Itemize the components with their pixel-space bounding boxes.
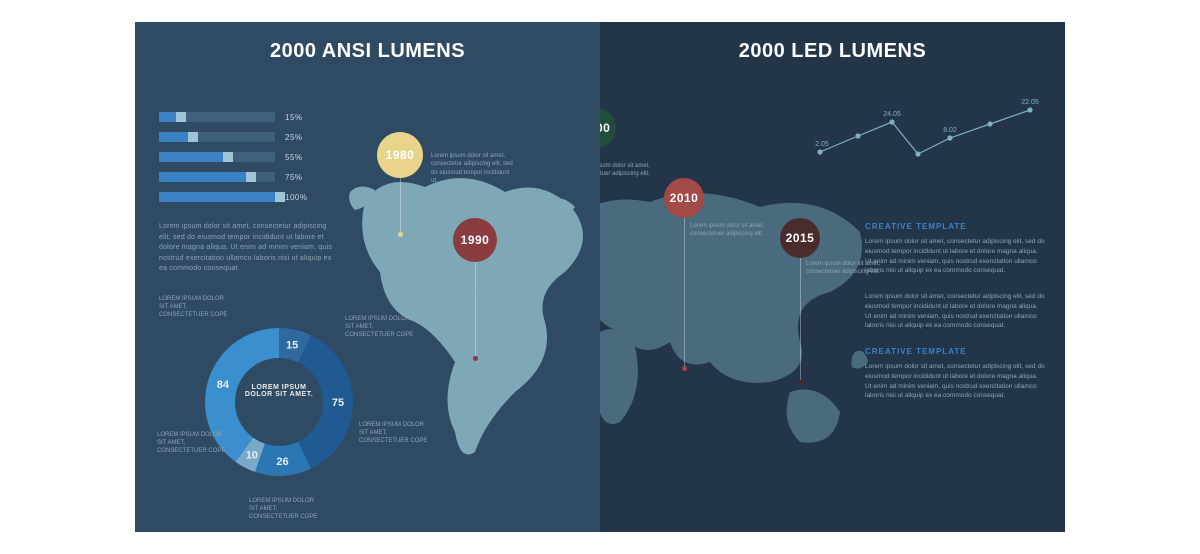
line-point bbox=[915, 151, 920, 156]
block-text: Lorem ipsum dolor sit amet, consectetur … bbox=[865, 237, 1045, 276]
bar-label: 100% bbox=[285, 193, 307, 202]
line-point bbox=[947, 135, 952, 140]
donut-segment bbox=[298, 335, 353, 468]
svg-text:84: 84 bbox=[217, 379, 230, 391]
map-right bbox=[600, 162, 880, 462]
donut-outer-label: LOREM IPSUM DOLOR SIT AMET, CONSECTETUER… bbox=[249, 498, 321, 521]
donut-outer-label: LOREM IPSUM DOLOR SIT AMET, CONSECTETUER… bbox=[159, 296, 231, 319]
block-title: CREATIVE TEMPLATE bbox=[865, 222, 1045, 231]
bar-row: 15% bbox=[159, 110, 319, 124]
line-path bbox=[820, 110, 1030, 154]
bar-row: 25% bbox=[159, 130, 319, 144]
right-text-blocks: CREATIVE TEMPLATE Lorem ipsum dolor sit a… bbox=[865, 222, 1045, 417]
bar-chart: 15% 25% 55% 75% 100% bbox=[159, 110, 319, 210]
pin-year: 2000 bbox=[600, 108, 616, 148]
donut-outer-label: LOREM IPSUM DOLOR SIT AMET, CONSECTETUER… bbox=[359, 422, 431, 445]
bar-row: 100% bbox=[159, 190, 319, 204]
pin-caption: Lorem ipsum dolor sit amet, consectetuer… bbox=[690, 222, 776, 239]
bar-row: 55% bbox=[159, 150, 319, 164]
pin-caption: Lorem ipsum dolor sit amet, consectetuer… bbox=[467, 282, 553, 299]
pin-caption: Lorem ipsum dolor sit amet, consectetuer… bbox=[806, 260, 892, 277]
pin-year: 2015 bbox=[780, 218, 820, 258]
block-text: Lorem ipsum dolor sit amet, consectetur … bbox=[865, 362, 1045, 401]
pin-year: 1990 bbox=[453, 218, 497, 262]
pin-caption: Lorem ipsum dolor sit amet, consectetuer… bbox=[600, 162, 662, 179]
line-point-label: 8.02 bbox=[943, 127, 957, 134]
bar-row: 75% bbox=[159, 170, 319, 184]
donut-outer-label: LOREM IPSUM DOLOR SIT AMET, CONSECTETUER… bbox=[157, 432, 229, 455]
donut-center-text: LOREM IPSUM DOLOR SIT AMET. bbox=[241, 384, 317, 398]
block-title: CREATIVE TEMPLATE bbox=[865, 347, 1045, 356]
line-point bbox=[817, 149, 822, 154]
bar-label: 15% bbox=[285, 113, 303, 122]
line-point-label: 22.05 bbox=[1021, 99, 1039, 106]
left-body-text: Lorem ipsum dolor sit amet, consectetur … bbox=[159, 222, 337, 275]
left-panel: 2000 ANSI LUMENS 15% 25% 55% 75% 100% Lorem … bbox=[135, 22, 600, 532]
right-title: 2000 LED LUMENS bbox=[600, 40, 1065, 63]
infographic-stage: 2000 ANSI LUMENS 15% 25% 55% 75% 100% Lorem … bbox=[135, 22, 1065, 532]
map-pin: 2010 bbox=[664, 178, 704, 371]
line-point bbox=[987, 121, 992, 126]
donut-chart: 15 75 26 10 84 LOREM IPSUM DOLOR SIT AMET. L… bbox=[159, 302, 429, 522]
map-pin: 2015 bbox=[780, 218, 820, 385]
svg-text:15: 15 bbox=[286, 339, 298, 351]
line-point-label: 24.05 bbox=[883, 111, 901, 118]
svg-text:75: 75 bbox=[332, 397, 344, 409]
line-point bbox=[889, 119, 894, 124]
bar-label: 55% bbox=[285, 153, 303, 162]
bar-label: 25% bbox=[285, 133, 303, 142]
donut-outer-label: LOREM IPSUM DOLOR SIT AMET, CONSECTETUER… bbox=[345, 316, 417, 339]
bar-label: 75% bbox=[285, 173, 303, 182]
pin-caption: Lorem ipsum dolor sit amet, consectetur … bbox=[431, 152, 517, 186]
map-pin: 1980 bbox=[377, 132, 423, 237]
block-text: Lorem ipsum dolor sit amet, consectetur … bbox=[865, 292, 1045, 331]
right-panel: 2000 LED LUMENS 12.05 24.05 8.02 22.05 2000… bbox=[600, 22, 1065, 532]
line-point-label: 12.05 bbox=[815, 141, 829, 148]
line-point bbox=[1027, 107, 1032, 112]
line-point bbox=[855, 133, 860, 138]
svg-text:10: 10 bbox=[246, 449, 258, 461]
pin-year: 1980 bbox=[377, 132, 423, 178]
left-title: 2000 ANSI LUMENS bbox=[135, 40, 600, 63]
pin-year: 2010 bbox=[664, 178, 704, 218]
svg-text:26: 26 bbox=[276, 456, 288, 468]
